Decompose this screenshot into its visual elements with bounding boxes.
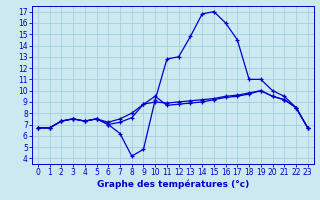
X-axis label: Graphe des températures (°c): Graphe des températures (°c) — [97, 180, 249, 189]
